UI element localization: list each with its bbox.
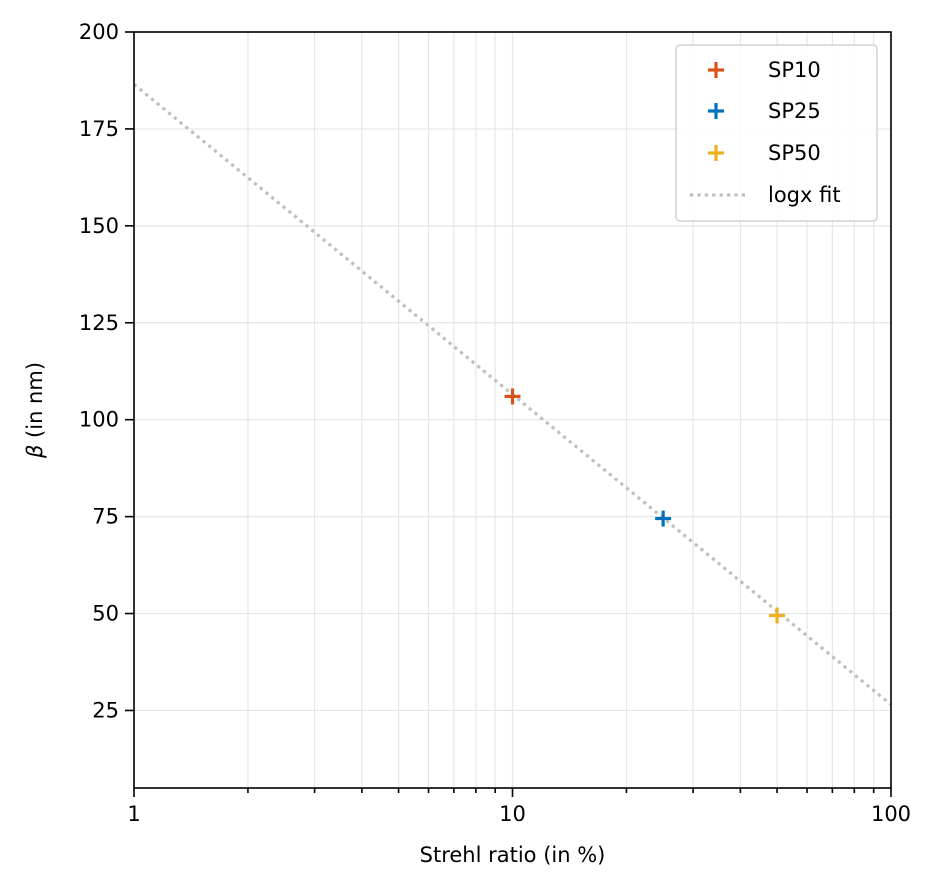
legend-marker-sp25	[708, 103, 724, 119]
x-tick-label: 10	[499, 802, 526, 826]
y-tick-label: 125	[79, 311, 119, 335]
y-axis-label-symbol: β	[23, 445, 47, 459]
legend: SP10 SP25 SP50 logx fit	[675, 44, 878, 222]
legend-label: logx fit	[768, 183, 841, 207]
y-tick-label: 50	[92, 602, 119, 626]
legend-marker-sp10	[708, 62, 724, 78]
legend-label: SP10	[768, 58, 821, 82]
y-axis-ticks: 25 50 75 100 125 150 175 200	[79, 20, 134, 722]
x-tick-label: 1	[127, 802, 140, 826]
data-points	[504, 388, 786, 624]
y-tick-label: 200	[79, 20, 119, 44]
legend-items: SP10 SP25 SP50 logx fit	[690, 58, 841, 207]
x-tick-label: 100	[871, 802, 911, 826]
x-axis-ticks: 1 10 100	[127, 788, 911, 826]
legend-box	[675, 44, 878, 222]
x-axis-label: Strehl ratio (in %)	[420, 843, 606, 867]
y-axis-label: β (in nm)	[23, 362, 47, 459]
y-axis-label-text: (in nm)	[23, 362, 47, 445]
legend-marker-sp50	[708, 145, 724, 161]
legend-label: SP25	[768, 99, 821, 123]
y-tick-label: 100	[79, 408, 119, 432]
data-point-sp50	[769, 607, 786, 624]
legend-label: SP50	[768, 141, 821, 165]
data-point-sp10	[504, 388, 521, 405]
y-tick-label: 75	[92, 505, 119, 529]
data-point-sp25	[655, 510, 672, 527]
y-tick-label: 175	[79, 117, 119, 141]
y-tick-label: 25	[92, 698, 119, 722]
y-tick-label: 150	[79, 214, 119, 238]
